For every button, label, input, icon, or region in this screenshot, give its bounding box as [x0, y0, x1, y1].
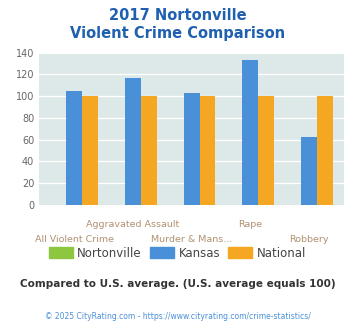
- Bar: [317, 96, 333, 205]
- Text: All Violent Crime: All Violent Crime: [35, 235, 114, 244]
- Bar: [184, 93, 200, 205]
- Legend: Nortonville, Kansas, National: Nortonville, Kansas, National: [44, 242, 311, 264]
- Text: Robbery: Robbery: [289, 235, 329, 244]
- Bar: [125, 78, 141, 205]
- Text: © 2025 CityRating.com - https://www.cityrating.com/crime-statistics/: © 2025 CityRating.com - https://www.city…: [45, 312, 310, 321]
- Bar: [258, 96, 274, 205]
- Bar: [242, 60, 258, 205]
- Text: Rape: Rape: [238, 220, 262, 229]
- Bar: [82, 96, 98, 205]
- Text: Compared to U.S. average. (U.S. average equals 100): Compared to U.S. average. (U.S. average …: [20, 279, 335, 289]
- Text: 2017 Nortonville: 2017 Nortonville: [109, 8, 246, 23]
- Text: Violent Crime Comparison: Violent Crime Comparison: [70, 26, 285, 41]
- Bar: [200, 96, 215, 205]
- Text: Murder & Mans...: Murder & Mans...: [151, 235, 232, 244]
- Text: Aggravated Assault: Aggravated Assault: [86, 220, 180, 229]
- Bar: [301, 137, 317, 205]
- Bar: [66, 91, 82, 205]
- Bar: [141, 96, 157, 205]
